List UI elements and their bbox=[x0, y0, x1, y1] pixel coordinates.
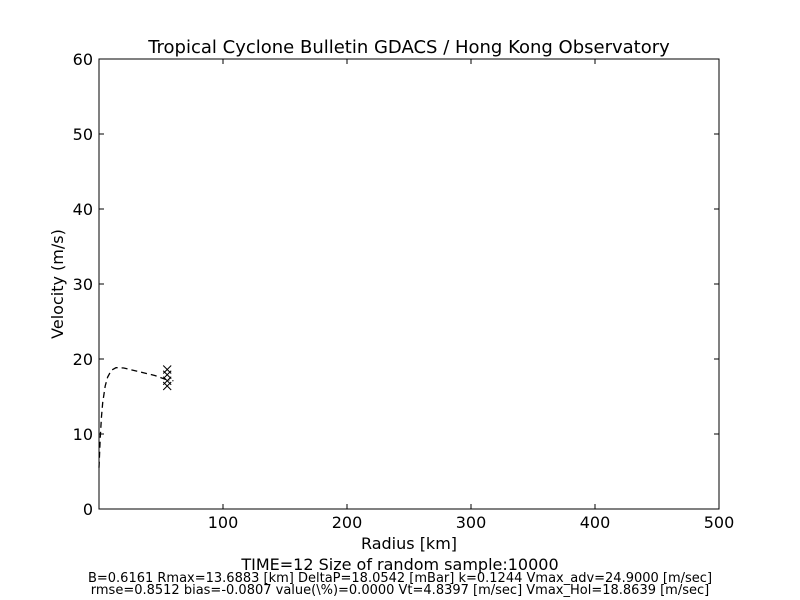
y-tick-label: 40 bbox=[73, 200, 93, 219]
y-tick-label: 60 bbox=[73, 50, 93, 69]
y-tick-label: 20 bbox=[73, 350, 93, 369]
footer-time-line: TIME=12 Size of random sample:10000 bbox=[240, 555, 558, 574]
x-tick-label: 200 bbox=[332, 513, 363, 532]
data-point-x-marker bbox=[162, 381, 172, 391]
x-tick-label: 400 bbox=[580, 513, 611, 532]
x-tick-label: 500 bbox=[704, 513, 735, 532]
y-tick-label: 50 bbox=[73, 125, 93, 144]
footer-stats-line: rmse=0.8512 bias=-0.0807 value(\%)=0.000… bbox=[91, 583, 709, 598]
x-tick-label: 100 bbox=[208, 513, 239, 532]
y-axis-label: Velocity (m/s) bbox=[48, 229, 67, 339]
plot-area bbox=[98, 365, 176, 468]
y-tick-label: 30 bbox=[73, 275, 93, 294]
chart-title: Tropical Cyclone Bulletin GDACS / Hong K… bbox=[147, 37, 670, 58]
footer-params-line: B=0.6161 Rmax=13.6883 [km] DeltaP=18.054… bbox=[88, 571, 712, 586]
x-tick-label: 300 bbox=[456, 513, 487, 532]
y-tick-label: 0 bbox=[83, 500, 93, 519]
x-axis-label: Radius [km] bbox=[361, 534, 457, 553]
y-tick-label: 10 bbox=[73, 425, 93, 444]
series-line-dotted bbox=[168, 379, 176, 382]
series-line-dashed bbox=[98, 366, 168, 468]
x-axis: 100 200 300 400 500 bbox=[208, 59, 735, 532]
y-axis: 0 10 20 30 40 50 60 bbox=[73, 50, 719, 519]
plot-frame bbox=[98, 58, 720, 510]
